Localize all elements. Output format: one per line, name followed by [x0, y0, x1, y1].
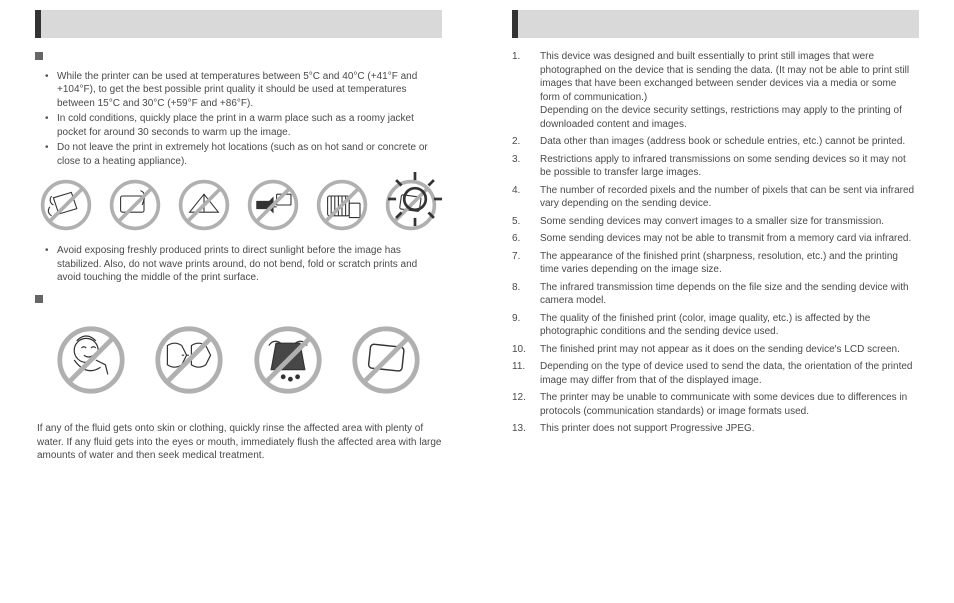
list-item: 13.This printer does not support Progres…	[512, 422, 919, 436]
prohibit-row-1	[35, 178, 442, 232]
item-number: 2.	[512, 135, 540, 149]
list-item: 6.Some sending devices may not be able t…	[512, 232, 919, 246]
prohibit-sunlight-icon	[384, 178, 438, 232]
item-number: 5.	[512, 215, 540, 229]
prohibit-mouth-icon	[55, 324, 127, 396]
section1-after-bullets: Avoid exposing freshly produced prints t…	[35, 244, 442, 285]
item-number: 12.	[512, 391, 540, 418]
section-marker-2	[35, 293, 442, 307]
bullet-item: In cold conditions, quickly place the pr…	[49, 112, 442, 139]
item-text: Depending on the type of device used to …	[540, 360, 919, 387]
right-header-bar	[512, 10, 919, 38]
bullet-text: Do not leave the print in extremely hot …	[57, 142, 428, 167]
item-text: Some sending devices may not be able to …	[540, 232, 919, 246]
item-text: This printer does not support Progressiv…	[540, 422, 919, 436]
bullet-item: Do not leave the print in extremely hot …	[49, 141, 442, 168]
item-number: 7.	[512, 250, 540, 277]
item-text: Some sending devices may convert images …	[540, 215, 919, 229]
left-page: While the printer can be used at tempera…	[0, 0, 477, 603]
item-number: 3.	[512, 153, 540, 180]
left-header-bar	[35, 10, 442, 38]
bullet-text: While the printer can be used at tempera…	[57, 71, 417, 109]
prohibit-dryer-icon	[246, 178, 300, 232]
item-number: 9.	[512, 312, 540, 339]
fluid-warning-text: If any of the fluid gets onto skin or cl…	[35, 422, 442, 463]
prohibit-squeeze-icon	[252, 324, 324, 396]
list-item: 7.The appearance of the finished print (…	[512, 250, 919, 277]
item-number: 1.	[512, 50, 540, 131]
bullet-item: Avoid exposing freshly produced prints t…	[49, 244, 442, 285]
item-text: The quality of the finished print (color…	[540, 312, 919, 339]
item-text: Restrictions apply to infrared transmiss…	[540, 153, 919, 180]
prohibit-touch-icon	[108, 178, 162, 232]
item-text: The finished print may not appear as it …	[540, 343, 919, 357]
right-page: 1.This device was designed and built ess…	[477, 0, 954, 603]
item-text: Data other than images (address book or …	[540, 135, 919, 149]
list-item: 4.The number of recorded pixels and the …	[512, 184, 919, 211]
list-item: 5.Some sending devices may convert image…	[512, 215, 919, 229]
prohibit-tear-icon	[153, 324, 225, 396]
item-number: 10.	[512, 343, 540, 357]
prohibit-wave-icon	[39, 178, 93, 232]
prohibit-bend-icon	[177, 178, 231, 232]
bullet-text: In cold conditions, quickly place the pr…	[57, 113, 414, 138]
item-number: 8.	[512, 281, 540, 308]
prohibit-row-2	[35, 324, 442, 396]
section1-bullets: While the printer can be used at tempera…	[35, 70, 442, 169]
list-item: 10.The finished print may not appear as …	[512, 343, 919, 357]
item-text: The printer may be unable to communicate…	[540, 391, 919, 418]
list-item: 12.The printer may be unable to communic…	[512, 391, 919, 418]
list-item: 8.The infrared transmission time depends…	[512, 281, 919, 308]
bullet-item: While the printer can be used at tempera…	[49, 70, 442, 111]
section-marker-1	[35, 50, 442, 64]
item-number: 11.	[512, 360, 540, 387]
list-item: 1.This device was designed and built ess…	[512, 50, 919, 131]
notes-list: 1.This device was designed and built ess…	[512, 50, 919, 436]
item-text: The number of recorded pixels and the nu…	[540, 184, 919, 211]
item-text: This device was designed and built essen…	[540, 50, 919, 131]
prohibit-heater-icon	[315, 178, 369, 232]
list-item: 9.The quality of the finished print (col…	[512, 312, 919, 339]
bullet-text: Avoid exposing freshly produced prints t…	[57, 245, 417, 283]
item-text: The appearance of the finished print (sh…	[540, 250, 919, 277]
prohibit-card-icon	[350, 324, 422, 396]
list-item: 2.Data other than images (address book o…	[512, 135, 919, 149]
item-number: 13.	[512, 422, 540, 436]
item-number: 4.	[512, 184, 540, 211]
item-number: 6.	[512, 232, 540, 246]
list-item: 11.Depending on the type of device used …	[512, 360, 919, 387]
list-item: 3.Restrictions apply to infrared transmi…	[512, 153, 919, 180]
item-text: The infrared transmission time depends o…	[540, 281, 919, 308]
